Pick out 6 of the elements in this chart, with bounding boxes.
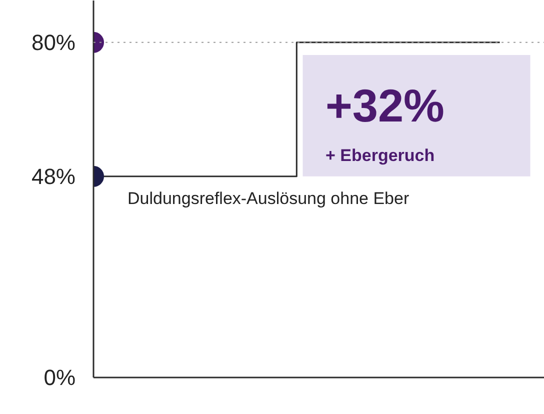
y-tick-label: 80%: [31, 30, 76, 55]
annotation: Duldungsreflex-Auslösung ohne Eber: [128, 189, 410, 208]
annotation: + Ebergeruch: [326, 146, 435, 165]
y-tick-label: 0%: [44, 365, 76, 390]
y-tick-label: 48%: [31, 164, 76, 189]
annotation: +32%: [326, 80, 444, 132]
